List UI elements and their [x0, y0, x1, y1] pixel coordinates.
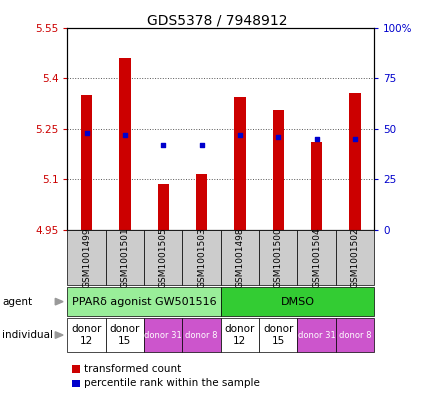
Text: donor
15: donor 15 [109, 324, 140, 346]
Bar [335, 230, 373, 285]
Bar [67, 230, 105, 285]
Point [121, 132, 128, 138]
Point [197, 142, 204, 148]
Bar [220, 230, 259, 285]
Bar [105, 318, 144, 352]
Bar [67, 318, 105, 352]
Text: PPARδ agonist GW501516: PPARδ agonist GW501516 [72, 297, 216, 307]
Bar [105, 230, 144, 285]
Text: DMSO: DMSO [280, 297, 314, 307]
Bar [157, 184, 169, 230]
Text: GSM1001504: GSM1001504 [311, 227, 320, 288]
Bar [259, 318, 297, 352]
Point [312, 136, 319, 142]
Text: individual: individual [2, 330, 53, 340]
Bar [182, 318, 220, 352]
Point [236, 132, 243, 138]
Bar [259, 230, 297, 285]
Text: GSM1001498: GSM1001498 [235, 227, 244, 288]
Bar [297, 318, 335, 352]
Text: donor
12: donor 12 [71, 324, 102, 346]
Bar [349, 93, 360, 230]
Point [159, 142, 166, 148]
Bar [144, 230, 182, 285]
Text: GSM1001499: GSM1001499 [82, 227, 91, 288]
Text: donor 31: donor 31 [297, 331, 335, 340]
Text: GSM1001502: GSM1001502 [350, 227, 358, 288]
Point [351, 136, 358, 142]
Bar [272, 110, 283, 230]
Bar [310, 142, 322, 230]
Text: transformed count: transformed count [84, 364, 181, 374]
Bar [67, 287, 220, 316]
Bar [182, 230, 220, 285]
Bar [144, 318, 182, 352]
Text: GDS5378 / 7948912: GDS5378 / 7948912 [147, 14, 287, 28]
Text: donor
15: donor 15 [263, 324, 293, 346]
Bar [220, 318, 259, 352]
Text: donor 8: donor 8 [338, 331, 370, 340]
Text: GSM1001503: GSM1001503 [197, 227, 206, 288]
Bar [297, 230, 335, 285]
Text: percentile rank within the sample: percentile rank within the sample [84, 378, 259, 388]
Point [274, 134, 281, 140]
Point [83, 130, 90, 136]
Bar [233, 97, 245, 230]
Text: donor 31: donor 31 [144, 331, 182, 340]
Text: agent: agent [2, 297, 32, 307]
Bar [72, 380, 79, 387]
Text: GSM1001500: GSM1001500 [273, 227, 282, 288]
Text: GSM1001505: GSM1001505 [158, 227, 168, 288]
Text: donor 8: donor 8 [185, 331, 217, 340]
Bar [335, 318, 373, 352]
Text: donor
12: donor 12 [224, 324, 254, 346]
Bar [119, 58, 130, 230]
Bar [72, 365, 79, 373]
Text: GSM1001501: GSM1001501 [120, 227, 129, 288]
Polygon shape [55, 332, 63, 338]
Bar [195, 174, 207, 230]
Bar [81, 95, 92, 230]
Polygon shape [55, 298, 63, 305]
Bar [220, 287, 373, 316]
